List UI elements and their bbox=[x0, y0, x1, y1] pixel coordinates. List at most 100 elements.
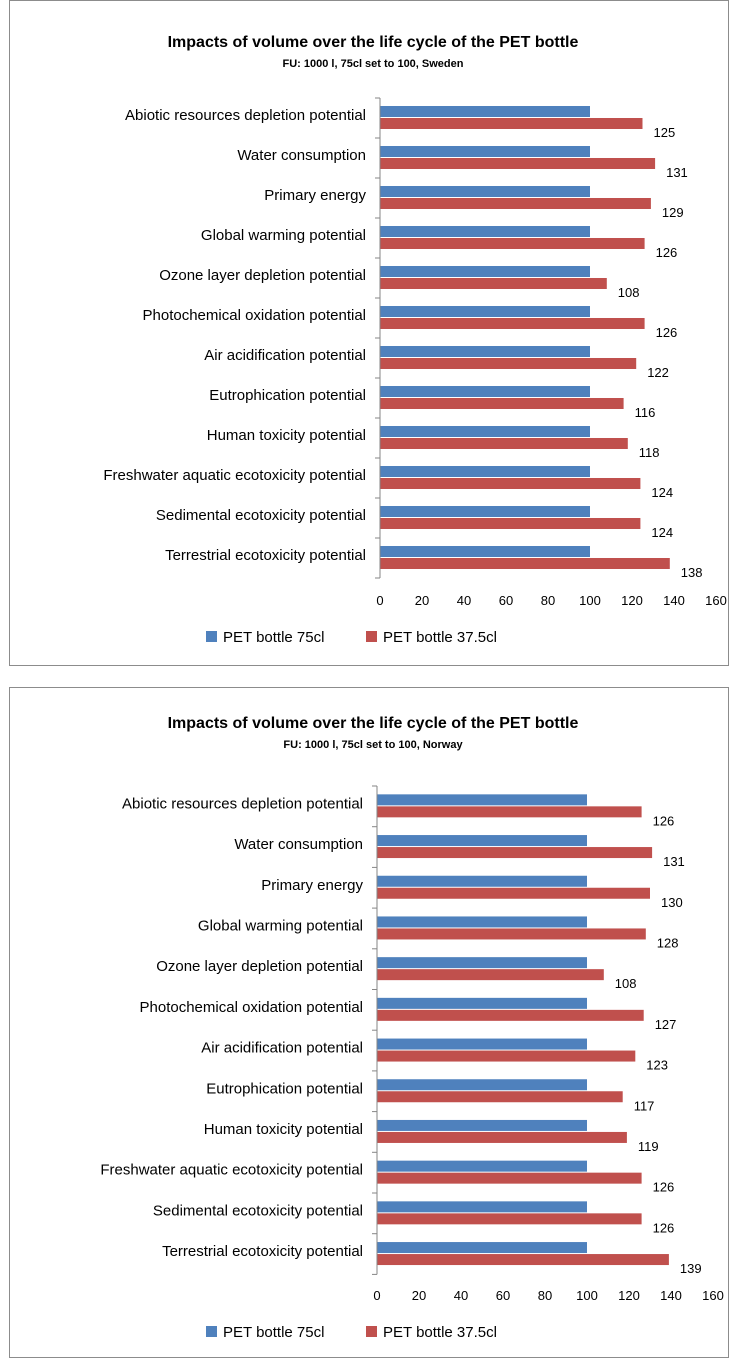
bar-pet-37-5cl bbox=[377, 1050, 636, 1062]
chart-title: Impacts of volume over the life cycle of… bbox=[168, 34, 579, 51]
data-label: 130 bbox=[661, 895, 683, 910]
data-label: 128 bbox=[657, 935, 679, 950]
category-label: Global warming potential bbox=[198, 917, 363, 934]
bar-pet-37-5cl bbox=[377, 969, 604, 981]
bar-pet-75cl bbox=[377, 1160, 587, 1172]
bar-pet-37-5cl bbox=[380, 558, 670, 569]
x-tick-label: 80 bbox=[541, 593, 555, 608]
legend-entry: PET bottle 75cl bbox=[223, 1324, 324, 1341]
x-tick-label: 80 bbox=[538, 1288, 552, 1303]
x-tick-label: 60 bbox=[496, 1288, 510, 1303]
x-tick-label: 120 bbox=[618, 1288, 640, 1303]
legend-swatch bbox=[366, 631, 377, 642]
bar-pet-75cl bbox=[377, 875, 587, 887]
bar-pet-37-5cl bbox=[377, 928, 646, 940]
bar-pet-75cl bbox=[377, 835, 587, 847]
category-label: Ozone layer depletion potential bbox=[159, 267, 366, 284]
category-label: Air acidification potential bbox=[201, 1040, 363, 1057]
data-label: 131 bbox=[663, 854, 685, 869]
legend-entry: PET bottle 37.5cl bbox=[383, 629, 497, 646]
bar-pet-75cl bbox=[380, 466, 590, 477]
bar-pet-75cl bbox=[380, 546, 590, 557]
category-label: Terrestrial ecotoxicity potential bbox=[162, 1243, 363, 1260]
category-label: Photochemical oxidation potential bbox=[140, 999, 363, 1016]
data-label: 131 bbox=[666, 165, 688, 180]
bar-pet-37-5cl bbox=[377, 806, 642, 818]
x-tick-label: 0 bbox=[376, 593, 383, 608]
x-tick-label: 160 bbox=[705, 593, 727, 608]
data-label: 119 bbox=[638, 1139, 659, 1154]
bar-pet-75cl bbox=[377, 1079, 587, 1091]
data-label: 126 bbox=[656, 325, 678, 340]
bar-pet-37-5cl bbox=[380, 438, 628, 449]
data-label: 123 bbox=[646, 1058, 668, 1073]
legend-swatch bbox=[206, 631, 217, 642]
chart-subtitle: FU: 1000 l, 75cl set to 100, Sweden bbox=[283, 58, 464, 70]
bar-pet-75cl bbox=[380, 186, 590, 197]
x-tick-label: 160 bbox=[702, 1288, 724, 1303]
bar-pet-37-5cl bbox=[380, 478, 641, 489]
legend-swatch bbox=[366, 1326, 377, 1337]
legend-entry: PET bottle 75cl bbox=[223, 629, 324, 646]
bar-pet-75cl bbox=[380, 226, 590, 237]
data-label: 108 bbox=[618, 285, 640, 300]
bar-pet-37-5cl bbox=[380, 158, 656, 169]
bar-pet-75cl bbox=[380, 426, 590, 437]
bar-pet-75cl bbox=[377, 1119, 587, 1131]
legend-entry: PET bottle 37.5cl bbox=[383, 1324, 497, 1341]
category-label: Water consumption bbox=[234, 836, 363, 853]
x-tick-label: 140 bbox=[663, 593, 685, 608]
bar-pet-75cl bbox=[377, 916, 587, 928]
category-label: Human toxicity potential bbox=[204, 1121, 363, 1138]
bar-pet-75cl bbox=[380, 346, 590, 357]
chart-title: Impacts of volume over the life cycle of… bbox=[168, 715, 579, 732]
category-label: Photochemical oxidation potential bbox=[143, 307, 366, 324]
bar-pet-75cl bbox=[380, 306, 590, 317]
x-tick-label: 40 bbox=[454, 1288, 468, 1303]
x-tick-label: 60 bbox=[499, 593, 513, 608]
category-label: Terrestrial ecotoxicity potential bbox=[165, 547, 366, 564]
x-tick-label: 120 bbox=[621, 593, 643, 608]
chart-subtitle: FU: 1000 l, 75cl set to 100, Norway bbox=[283, 739, 463, 751]
x-tick-label: 20 bbox=[415, 593, 429, 608]
data-label: 126 bbox=[656, 245, 678, 260]
bar-pet-75cl bbox=[377, 1038, 587, 1050]
x-tick-label: 100 bbox=[576, 1288, 598, 1303]
data-label: 129 bbox=[662, 205, 684, 220]
chart-panel-sweden: Impacts of volume over the life cycle of… bbox=[9, 0, 729, 666]
bar-pet-75cl bbox=[377, 1201, 587, 1213]
bar-pet-37-5cl bbox=[377, 1131, 627, 1143]
bar-chart-norway: Impacts of volume over the life cycle of… bbox=[100, 715, 724, 1341]
category-label: Human toxicity potential bbox=[207, 427, 366, 444]
data-label: 126 bbox=[653, 813, 675, 828]
x-tick-label: 140 bbox=[660, 1288, 682, 1303]
data-label: 122 bbox=[647, 365, 669, 380]
x-tick-label: 20 bbox=[412, 1288, 426, 1303]
bar-pet-75cl bbox=[377, 997, 587, 1009]
category-label: Primary energy bbox=[264, 187, 366, 204]
bar-pet-37-5cl bbox=[380, 318, 645, 329]
bar-pet-37-5cl bbox=[380, 198, 651, 209]
bar-pet-75cl bbox=[380, 506, 590, 517]
data-label: 126 bbox=[653, 1220, 675, 1235]
bar-pet-75cl bbox=[377, 957, 587, 969]
category-label: Ozone layer depletion potential bbox=[156, 958, 363, 975]
category-label: Global warming potential bbox=[201, 227, 366, 244]
data-label: 124 bbox=[651, 525, 673, 540]
x-tick-label: 100 bbox=[579, 593, 601, 608]
data-label: 108 bbox=[615, 976, 637, 991]
data-label: 118 bbox=[639, 445, 660, 460]
x-tick-label: 40 bbox=[457, 593, 471, 608]
bar-pet-75cl bbox=[377, 794, 587, 806]
bar-pet-37-5cl bbox=[380, 118, 643, 129]
bar-pet-75cl bbox=[380, 146, 590, 157]
bar-pet-75cl bbox=[380, 266, 590, 277]
data-label: 126 bbox=[653, 1180, 675, 1195]
bar-pet-75cl bbox=[380, 386, 590, 397]
bar-pet-37-5cl bbox=[377, 1213, 642, 1225]
category-label: Sedimental ecotoxicity potential bbox=[153, 1202, 363, 1219]
data-label: 117 bbox=[634, 1098, 655, 1113]
bar-pet-37-5cl bbox=[377, 847, 653, 859]
category-label: Eutrophication potential bbox=[206, 1080, 363, 1097]
category-label: Abiotic resources depletion potential bbox=[122, 795, 363, 812]
